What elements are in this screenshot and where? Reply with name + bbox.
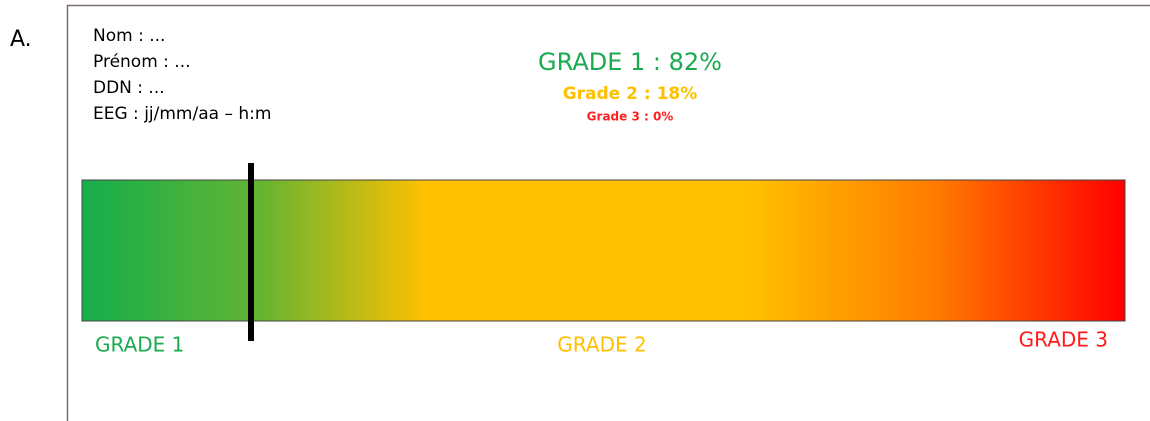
marker <box>248 163 254 341</box>
result-grade2: Grade 2 : 18% <box>563 84 698 104</box>
info-line: Prénom : ... <box>93 52 191 72</box>
panel-label: A. <box>10 27 32 52</box>
gradient-bar <box>81 179 1126 322</box>
scale-label-middle: GRADE 2 <box>557 333 646 357</box>
result-grade3: Grade 3 : 0% <box>587 110 674 124</box>
info-line: Nom : ... <box>93 26 165 46</box>
scale-label-right: GRADE 3 <box>1019 328 1108 352</box>
info-line: DDN : ... <box>93 78 165 98</box>
patient-info: Nom : ... Prénom : ... DDN : ... EEG : j… <box>93 26 271 124</box>
scale-label-left: GRADE 1 <box>95 333 184 357</box>
result-grade1: GRADE 1 : 82% <box>538 48 722 76</box>
info-line: EEG : jj/mm/aa – h:m <box>93 104 271 124</box>
